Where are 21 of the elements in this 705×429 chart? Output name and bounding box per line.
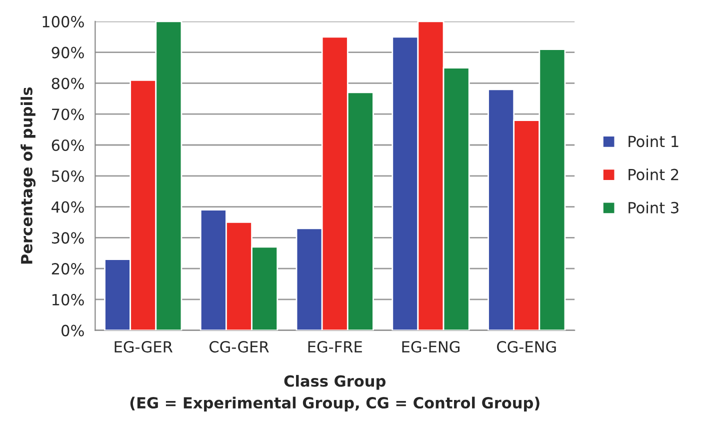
legend-label: Point 3 <box>628 202 678 214</box>
x-tick-label: EG-ENG <box>402 341 460 353</box>
y-tick-label: 50% <box>52 170 84 182</box>
x-tick-label: EG-FRE <box>308 341 362 353</box>
y-tick-label: 100% <box>42 16 84 28</box>
y-tick-label: 40% <box>52 201 84 213</box>
y-tick-label: 70% <box>52 108 84 120</box>
x-axis-title: Class Group (EG = Experimental Group, CG = Control Group) <box>130 374 540 412</box>
y-axis-title: Percentage of pupils <box>20 87 36 264</box>
y-tick-label: 0% <box>62 324 84 336</box>
y-tick-label: 10% <box>52 294 84 306</box>
y-tick-label: 20% <box>52 263 84 275</box>
y-tick-label: 60% <box>52 139 84 152</box>
x-tick-label: CG-ENG <box>497 341 556 353</box>
legend-label: Point 1 <box>628 135 678 148</box>
y-tick-label: 90% <box>52 46 84 58</box>
legend-label: Point 2 <box>628 168 678 180</box>
y-tick-label: 80% <box>52 78 84 90</box>
x-tick-label: EG-GER <box>114 341 173 353</box>
y-tick-label: 30% <box>52 232 84 244</box>
x-tick-label: CG-GER <box>210 341 269 353</box>
